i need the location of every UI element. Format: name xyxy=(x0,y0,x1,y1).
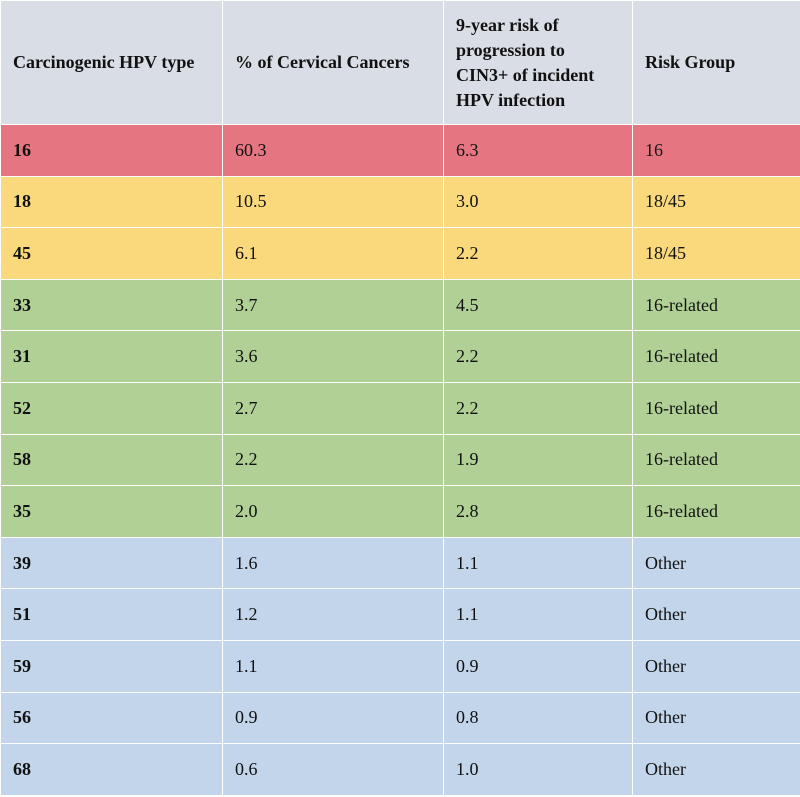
table-cell: 16-related xyxy=(632,433,800,487)
table-cell: 60.3 xyxy=(222,124,444,177)
table-cell: 1.1 xyxy=(222,639,444,693)
table-row: 51 1.2 1.1 Other xyxy=(0,588,800,641)
table-row: 39 1.6 1.1 Other xyxy=(0,536,800,590)
table-cell: 1.2 xyxy=(222,588,444,641)
table-cell: 0.8 xyxy=(443,691,633,745)
table-cell: 16-related xyxy=(632,278,800,332)
table-cell: 1.9 xyxy=(443,433,633,487)
table-cell: Other xyxy=(632,588,800,641)
table-cell: 1.1 xyxy=(443,536,633,590)
table-cell: 18/45 xyxy=(632,227,800,280)
header-cell: Carcinogenic HPV type xyxy=(0,0,223,125)
table-row: 18 10.5 3.0 18/45 xyxy=(0,175,800,229)
table-cell: 16 xyxy=(632,124,800,177)
table-cell: 31 xyxy=(0,330,223,383)
table-cell: 16-related xyxy=(632,330,800,383)
table-cell: Other xyxy=(632,743,800,796)
table-cell: 16-related xyxy=(632,485,800,538)
table-cell: 2.2 xyxy=(443,381,633,435)
table-cell: 1.1 xyxy=(443,588,633,641)
table-row: 35 2.0 2.8 16-related xyxy=(0,485,800,538)
table-row: 56 0.9 0.8 Other xyxy=(0,691,800,745)
header-cell: Risk Group xyxy=(632,0,800,125)
table-cell: 0.9 xyxy=(222,691,444,745)
table-cell: 6.1 xyxy=(222,227,444,280)
table-row: 58 2.2 1.9 16-related xyxy=(0,433,800,487)
table-cell: Other xyxy=(632,639,800,693)
table-row: 68 0.6 1.0 Other xyxy=(0,743,800,796)
table-cell: 2.2 xyxy=(443,227,633,280)
table-cell: Other xyxy=(632,536,800,590)
table-cell: 2.0 xyxy=(222,485,444,538)
table-cell: 59 xyxy=(0,639,223,693)
table-row: 59 1.1 0.9 Other xyxy=(0,639,800,693)
table-cell: 52 xyxy=(0,381,223,435)
table-cell: 39 xyxy=(0,536,223,590)
table-cell: 51 xyxy=(0,588,223,641)
table-row: 31 3.6 2.2 16-related xyxy=(0,330,800,383)
table-body: 16 60.3 6.3 16 18 10.5 3.0 18/45 45 6.1 2.2 18/45 33… xyxy=(0,124,800,796)
table-cell: 35 xyxy=(0,485,223,538)
table-cell: 58 xyxy=(0,433,223,487)
table-cell: 18 xyxy=(0,175,223,229)
table-cell: 33 xyxy=(0,278,223,332)
table-cell: 16-related xyxy=(632,381,800,435)
table-row: 33 3.7 4.5 16-related xyxy=(0,278,800,332)
table-cell: 0.9 xyxy=(443,639,633,693)
table-cell: 4.5 xyxy=(443,278,633,332)
header-row: Carcinogenic HPV type% of Cervical Cance… xyxy=(0,0,800,125)
table-cell: 0.6 xyxy=(222,743,444,796)
table-cell: 3.6 xyxy=(222,330,444,383)
table-row: 16 60.3 6.3 16 xyxy=(0,124,800,177)
table-row: 52 2.7 2.2 16-related xyxy=(0,381,800,435)
table-cell: 2.7 xyxy=(222,381,444,435)
table-row: 45 6.1 2.2 18/45 xyxy=(0,227,800,280)
header-cell: % of Cervical Cancers xyxy=(222,0,444,125)
table-cell: 1.0 xyxy=(443,743,633,796)
header-cell: 9-year risk of progression to CIN3+ of i… xyxy=(443,0,633,125)
table-cell: 45 xyxy=(0,227,223,280)
table-cell: 68 xyxy=(0,743,223,796)
table-cell: 2.8 xyxy=(443,485,633,538)
table-cell: 10.5 xyxy=(222,175,444,229)
table-cell: 16 xyxy=(0,124,223,177)
table-header: Carcinogenic HPV type% of Cervical Cance… xyxy=(0,0,800,125)
table-cell: 56 xyxy=(0,691,223,745)
table-cell: 2.2 xyxy=(222,433,444,487)
table-cell: 1.6 xyxy=(222,536,444,590)
table-cell: Other xyxy=(632,691,800,745)
table-cell: 6.3 xyxy=(443,124,633,177)
table-cell: 18/45 xyxy=(632,175,800,229)
table-cell: 2.2 xyxy=(443,330,633,383)
table-cell: 3.7 xyxy=(222,278,444,332)
table-cell: 3.0 xyxy=(443,175,633,229)
